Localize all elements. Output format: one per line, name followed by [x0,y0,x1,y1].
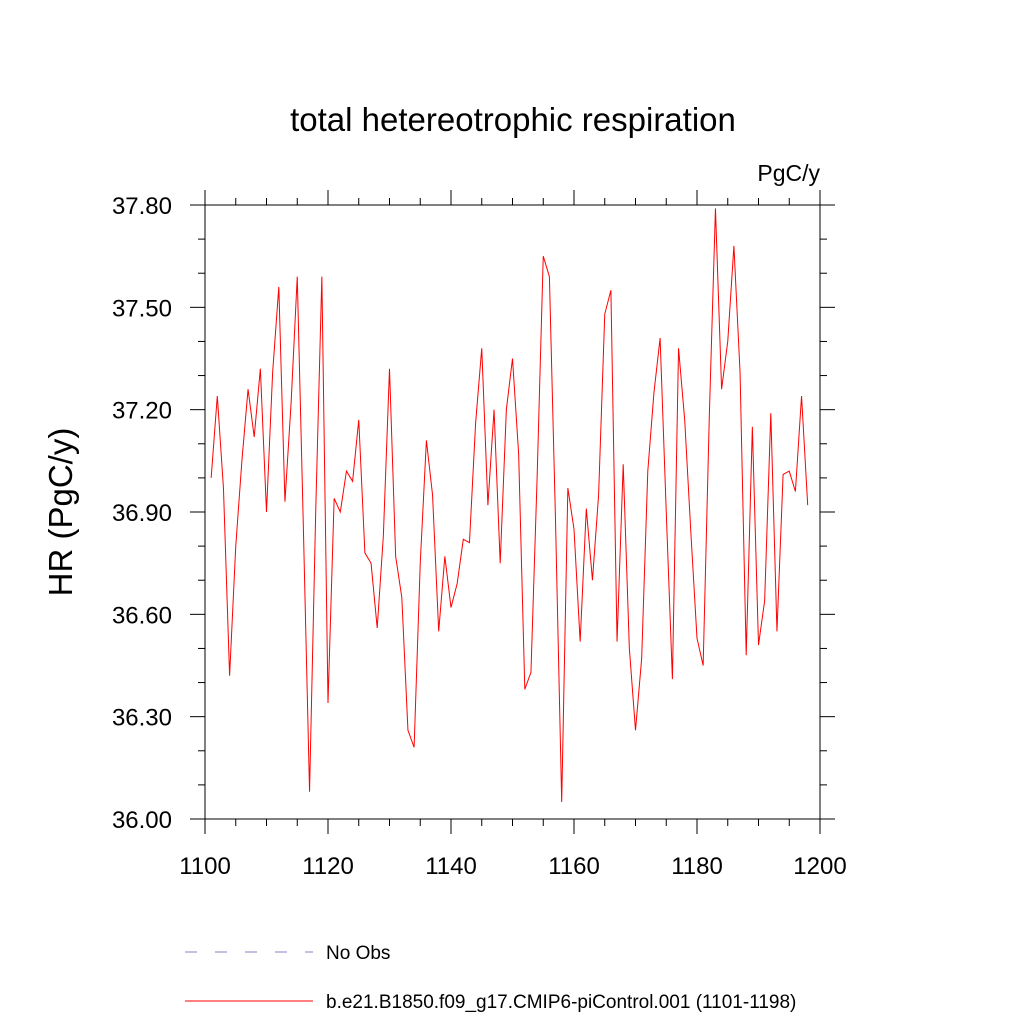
y-tick-label: 36.30 [112,705,172,732]
legend-label-model-run: b.e21.B1850.f09_g17.CMIP6-piControl.001 … [326,992,796,1013]
x-tick-label: 1140 [425,853,477,880]
x-tick-label: 1120 [302,853,354,880]
x-tick-label: 1100 [179,853,231,880]
y-tick-label: 36.00 [112,807,172,834]
y-tick-label: 37.80 [112,193,172,220]
x-tick-label: 1200 [793,853,846,880]
x-axis-ticks [204,190,821,834]
legend: No Obs b.e21.B1850.f09_g17.CMIP6-piContr… [185,943,796,1013]
y-tick-label: 36.60 [112,602,172,629]
x-tick-label: 1180 [671,853,723,880]
legend-label-no-obs: No Obs [326,943,390,964]
y-axis-tick-labels: 36.00 36.30 36.60 36.90 37.20 37.50 37.80 [112,193,172,834]
chart-title: total hetereotrophic respiration [290,101,736,138]
y-axis-ticks [190,204,835,820]
x-tick-label: 1160 [548,853,600,880]
plot-series [210,208,809,802]
y-tick-label: 36.90 [112,500,172,527]
units-label: PgC/y [757,160,820,186]
y-tick-label: 37.20 [112,398,172,425]
y-tick-label: 37.50 [112,295,172,322]
y-axis-label: HR (PgC/y) [42,428,79,597]
series-line-1 [210,208,809,802]
x-axis-tick-labels: 1100 1120 1140 1160 1180 1200 [179,853,847,880]
